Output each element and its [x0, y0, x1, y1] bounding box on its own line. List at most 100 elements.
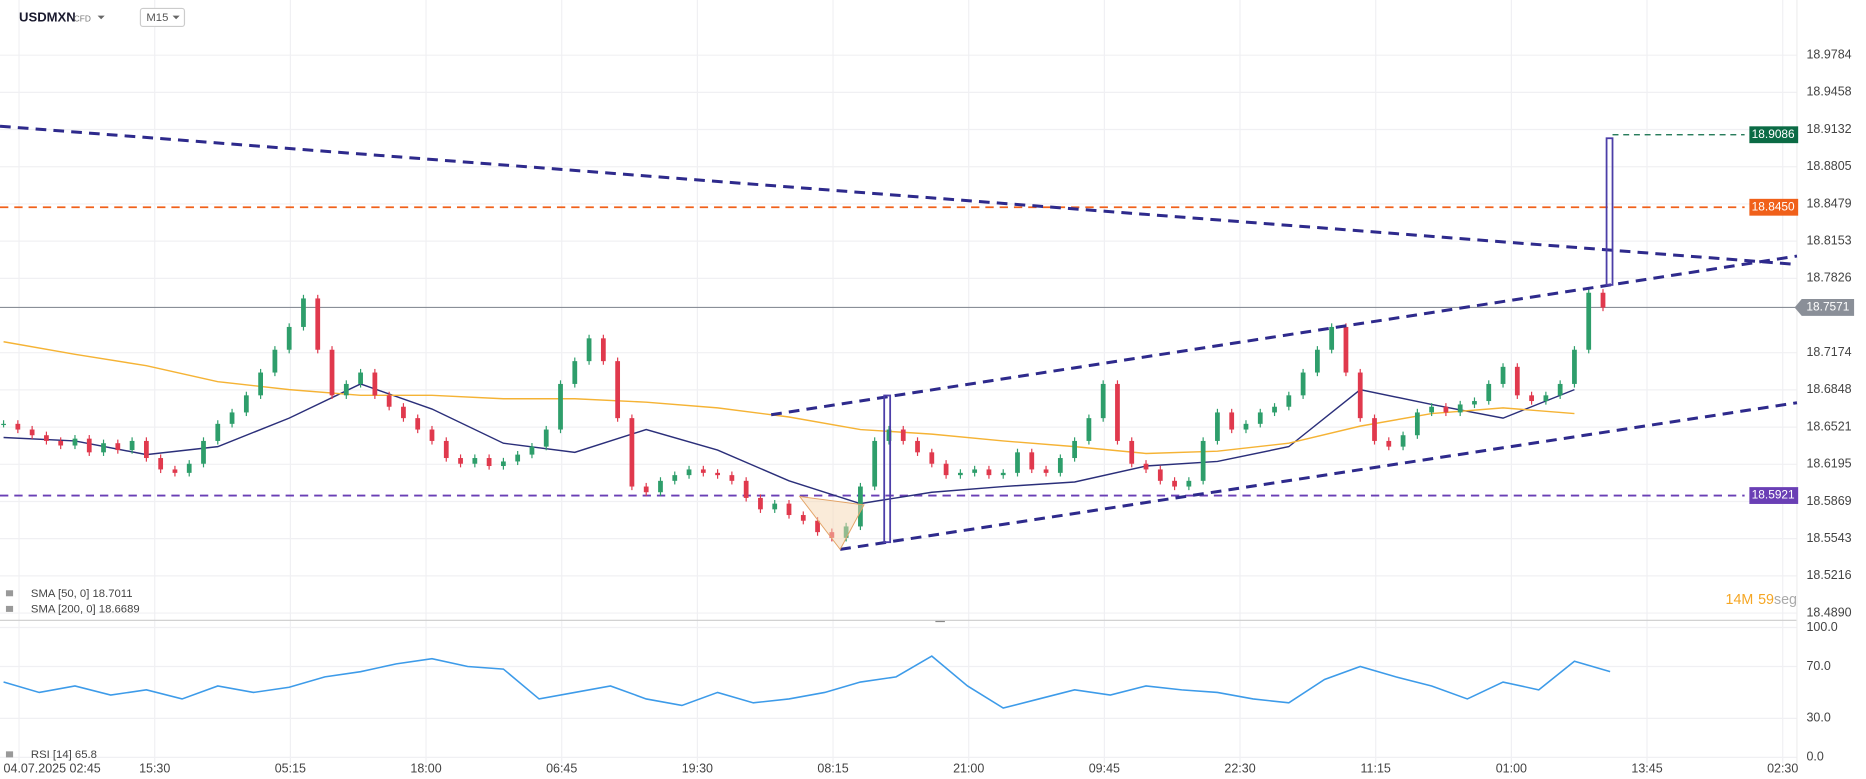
y-tick-label: 18.8805 [1806, 159, 1851, 173]
candle [1229, 412, 1235, 430]
candle [1429, 406, 1435, 413]
timeframe-box[interactable] [139, 7, 186, 28]
y-tick-label: 18.7826 [1806, 271, 1851, 285]
y-tick-label: 18.7174 [1806, 345, 1851, 359]
candle [215, 423, 221, 441]
x-tick-label: 05:15 [275, 762, 306, 776]
candle [58, 440, 64, 446]
x-tick-label: 01:00 [1496, 762, 1527, 776]
x-tick-label: 19:30 [682, 762, 713, 776]
candle [29, 429, 35, 436]
candle [429, 429, 435, 441]
candle [1029, 452, 1035, 470]
candle [586, 338, 592, 362]
candle [15, 423, 21, 430]
x-tick-label: 11:15 [1361, 762, 1391, 776]
candle [1486, 383, 1492, 402]
legend-entry: RSI [14] 65.8 [31, 749, 97, 761]
candle [1243, 423, 1249, 430]
candle [1500, 366, 1506, 384]
candle [815, 520, 820, 533]
trendline[interactable] [839, 401, 1798, 551]
candle [1300, 372, 1306, 396]
y-tick-label: 18.9458 [1806, 85, 1851, 99]
candle [529, 446, 535, 455]
y-tick-label: 0.0 [1806, 750, 1823, 764]
x-tick-label: 08:15 [817, 762, 848, 776]
candle [1315, 349, 1320, 373]
drawings [0, 124, 1798, 551]
candle [943, 463, 949, 476]
legend-icon [5, 751, 14, 758]
symbol[interactable]: USDMXN [19, 9, 76, 24]
x-tick-label: 22:30 [1224, 762, 1255, 776]
candle [743, 480, 749, 498]
candle [772, 503, 778, 510]
candle [1000, 472, 1006, 476]
candle [786, 503, 792, 516]
candle [1514, 366, 1520, 396]
range-box[interactable] [883, 394, 892, 544]
y-tick-label: 30.0 [1806, 711, 1830, 725]
candle [415, 418, 421, 430]
legend: SMA [50, 0] 18.7011 SMA [200, 0] 18.6689 R… [5, 588, 140, 761]
candle [401, 406, 406, 419]
candle [1257, 412, 1263, 424]
x-tick-label: 18:00 [410, 762, 441, 776]
candle [715, 472, 720, 476]
candle [900, 429, 906, 441]
candle [86, 438, 92, 453]
candle [1129, 440, 1135, 464]
y-tick-label: 18.5543 [1806, 531, 1851, 545]
candle [729, 475, 735, 481]
level-label: 18.9086 [1752, 127, 1795, 141]
candle [972, 469, 978, 473]
candle [1172, 480, 1177, 487]
candle [1115, 383, 1120, 441]
candle [1272, 406, 1277, 413]
candle [758, 497, 763, 510]
candle [643, 486, 649, 493]
trendline[interactable] [0, 124, 1798, 266]
sma-line [3, 383, 1575, 505]
candle [72, 438, 78, 446]
candle [1286, 395, 1292, 407]
candle [1072, 440, 1077, 459]
candle [1057, 458, 1063, 473]
candle [486, 458, 492, 467]
candle [515, 454, 521, 462]
candle [1329, 326, 1335, 350]
candle [600, 338, 606, 362]
level-label: 18.7571 [1806, 300, 1849, 314]
candle [629, 418, 635, 487]
candle [243, 395, 249, 413]
pattern-shape[interactable] [798, 495, 865, 551]
timeframe-dropdown[interactable] [172, 15, 180, 20]
candle [1086, 418, 1092, 441]
candle [301, 298, 306, 327]
candle [129, 440, 135, 451]
x-tick-label: 13:45 [1631, 762, 1662, 776]
timeframe[interactable]: M15 [146, 12, 168, 24]
candle [872, 440, 878, 487]
countdown: 14M 59seg [1726, 592, 1797, 608]
candle [115, 443, 121, 451]
rsi-line [3, 655, 1611, 709]
candle [1343, 326, 1349, 373]
countdown-part: 59 [1758, 592, 1774, 608]
candle [1586, 292, 1592, 350]
candle [1529, 395, 1534, 402]
candle [886, 429, 892, 441]
candle [1572, 349, 1577, 384]
x-tick-label: 02:30 [1767, 762, 1798, 776]
candle [501, 461, 506, 467]
trendline[interactable] [770, 254, 1798, 417]
range-box[interactable] [1605, 137, 1614, 286]
candle [386, 395, 392, 407]
candle [443, 440, 449, 459]
y-tick-label: 18.4890 [1806, 605, 1851, 619]
candle [372, 372, 378, 396]
symbol-dropdown[interactable] [97, 15, 105, 20]
y-tick-label: 18.6195 [1806, 457, 1851, 471]
y-tick-label: 18.6521 [1806, 419, 1851, 433]
